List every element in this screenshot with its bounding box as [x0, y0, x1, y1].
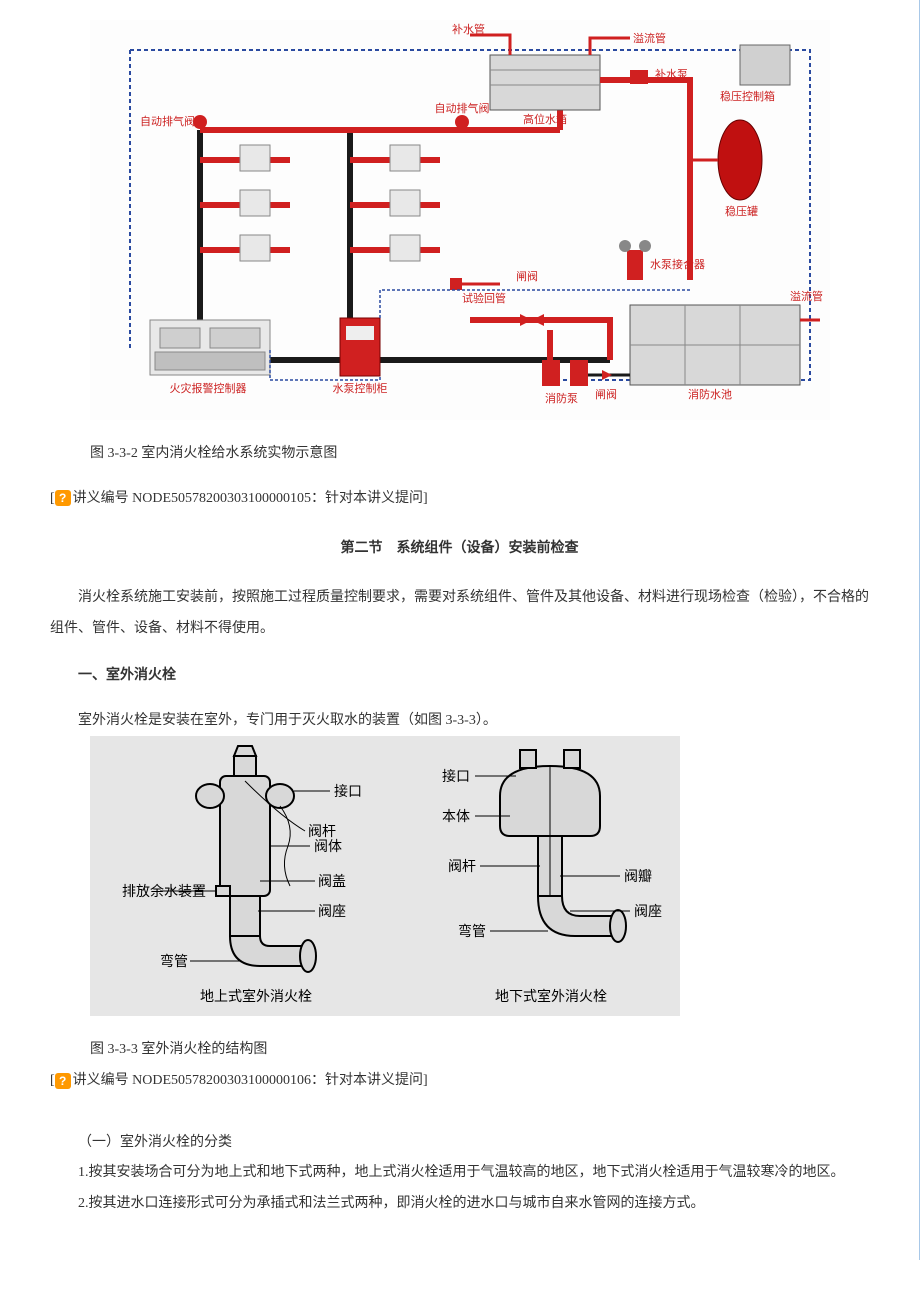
- label-pressure-tank: 稳压罐: [725, 204, 758, 218]
- label-right-outlet: 接口: [442, 768, 470, 785]
- label-overflow-top: 溢流管: [633, 31, 666, 45]
- label-pressure-ctrl: 稳压控制箱: [720, 89, 775, 103]
- label-auto-vent-mid: 自动排气阀: [435, 101, 490, 115]
- label-auto-vent-left: 自动排气阀: [140, 114, 195, 128]
- label-fire-pool: 消防水池: [688, 387, 732, 401]
- label-overflow-right: 溢流管: [790, 289, 823, 303]
- label-gate-valve: 闸阀: [516, 269, 538, 283]
- label-right-seat: 阀座: [634, 904, 662, 920]
- classification-item-2: 2.按其进水口连接形式可分为承插式和法兰式两种，即消火栓的进水口与城市自来水管网…: [50, 1189, 869, 1220]
- question-icon[interactable]: ?: [55, 490, 71, 506]
- label-siamese: 水泵接合器: [650, 257, 705, 271]
- figure-3-3-3: 接口 阀杆 阀体 排放余水装置 阀盖 阀座 弯管 地上式室外消火栓: [50, 736, 869, 1066]
- label-pump-ctrl: 水泵控制柜: [333, 381, 388, 395]
- label-left-seat: 阀座: [318, 904, 346, 920]
- system-schematic-svg: 自动排气阀 自动排气阀 高位水箱 补水管 溢流管 补水泵: [90, 20, 830, 420]
- section-2-title: 第二节 系统组件（设备）安装前检查: [50, 534, 869, 565]
- label-left-stem: 阀杆: [308, 824, 336, 840]
- label-left-drain: 排放余水装置: [122, 883, 206, 900]
- figure-3-3-3-frame: 接口 阀杆 阀体 排放余水装置 阀盖 阀座 弯管 地上式室外消火栓: [90, 736, 680, 1016]
- heading-outdoor-hydrant: 一、室外消火栓: [50, 661, 869, 692]
- label-left-body: 阀体: [314, 839, 342, 855]
- classification-heading: （一）室外消火栓的分类: [50, 1128, 869, 1159]
- label-right-body: 本体: [442, 809, 470, 825]
- bracket-open-2: [: [50, 1073, 55, 1088]
- classification-item-1: 1.按其安装场合可分为地上式和地下式两种，地上式消火栓适用于气温较高的地区，地下…: [50, 1158, 869, 1189]
- lecture-note-106: [?讲义编号 NODE50578200303100000106：针对本讲义提问]: [50, 1066, 869, 1097]
- label-test-return: 试验回管: [462, 291, 506, 305]
- section-2-intro: 消火栓系统施工安装前，按照施工过程质量控制要求，需要对系统组件、管件及其他设备、…: [50, 583, 869, 645]
- label-left-title: 地上式室外消火栓: [200, 988, 312, 1005]
- outdoor-hydrant-line: 室外消火栓是安装在室外，专门用于灭火取水的装置（如图 3-3-3）。: [50, 706, 869, 737]
- label-fire-pump: 消防泵: [545, 391, 578, 405]
- label-right-title: 地下式室外消火栓: [495, 988, 607, 1005]
- label-gate-valve2: 闸阀: [595, 387, 617, 401]
- hydrant-structure-svg: 接口 阀杆 阀体 排放余水装置 阀盖 阀座 弯管 地上式室外消火栓: [90, 736, 680, 1016]
- label-alarm-ctrl: 火灾报警控制器: [170, 381, 247, 395]
- label-right-elbow: 弯管: [458, 923, 486, 940]
- label-right-disc: 阀瓣: [624, 869, 652, 885]
- figure-3-3-3-caption: 图 3-3-3 室外消火栓的结构图: [90, 1035, 869, 1066]
- bracket-open: [: [50, 491, 55, 506]
- document-page: 自动排气阀 自动排气阀 高位水箱 补水管 溢流管 补水泵: [0, 0, 920, 1260]
- lecture-note-105: [?讲义编号 NODE50578200303100000105：针对本讲义提问]: [50, 484, 869, 515]
- label-left-bonnet: 阀盖: [318, 874, 346, 890]
- question-icon[interactable]: ?: [55, 1073, 71, 1089]
- lecture-note-106-text: 讲义编号 NODE50578200303100000106：针对本讲义提问]: [73, 1073, 428, 1088]
- figure-3-3-2: 自动排气阀 自动排气阀 高位水箱 补水管 溢流管 补水泵: [50, 20, 869, 470]
- label-makeup-pipe: 补水管: [452, 22, 485, 36]
- label-right-stem: 阀杆: [448, 859, 476, 875]
- label-high-tank: 高位水箱: [523, 112, 567, 126]
- label-left-elbow: 弯管: [160, 953, 188, 970]
- figure-3-3-2-frame: 自动排气阀 自动排气阀 高位水箱 补水管 溢流管 补水泵: [90, 20, 830, 420]
- figure-3-3-2-caption: 图 3-3-2 室内消火栓给水系统实物示意图: [90, 439, 869, 470]
- lecture-note-105-text: 讲义编号 NODE50578200303100000105：针对本讲义提问]: [73, 491, 428, 506]
- label-left-outlet: 接口: [334, 783, 362, 800]
